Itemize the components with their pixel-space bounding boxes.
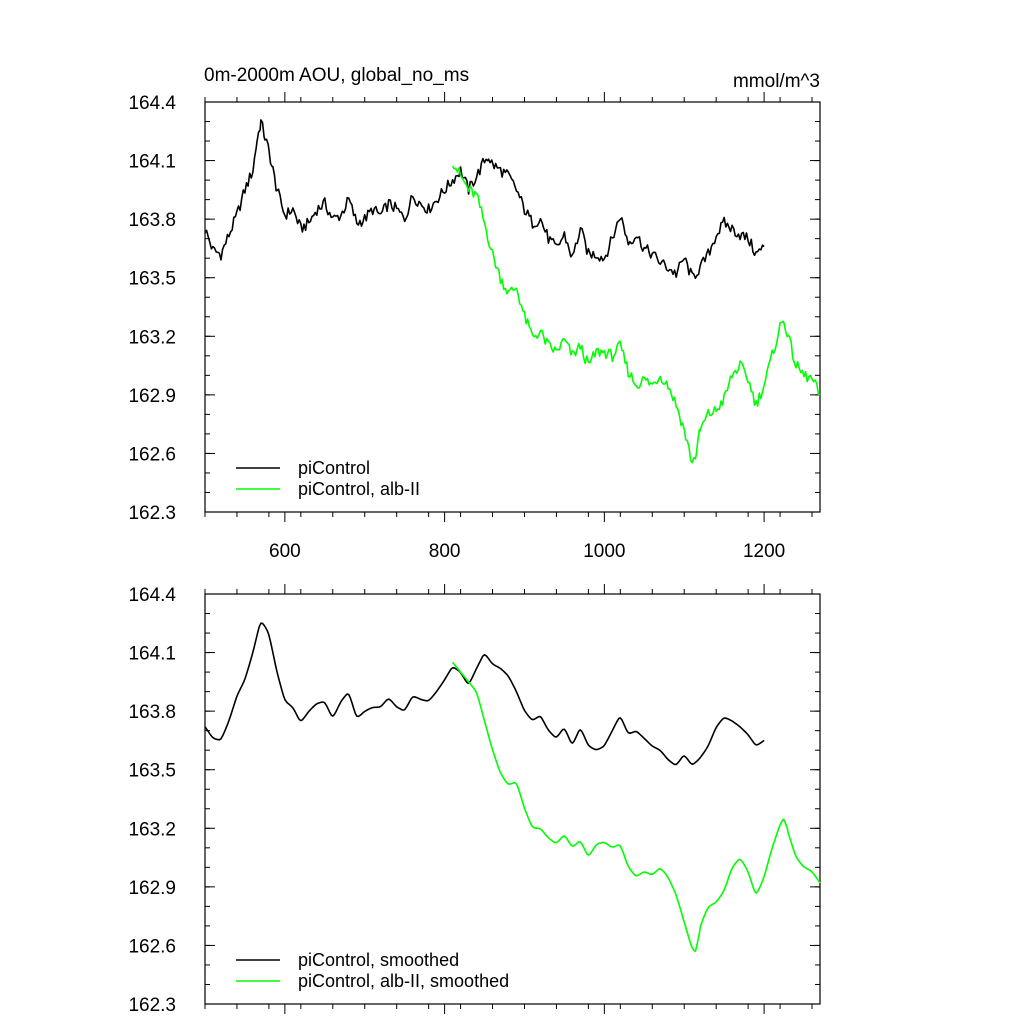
y-tick-label: 163.5 [128,761,176,782]
legend-label: piControl, smoothed [298,950,459,970]
y-tick-label: 162.3 [128,503,176,524]
y-tick-label: 163.2 [128,819,176,840]
plot-frame [204,593,821,1005]
series-line [451,165,821,464]
series-line [451,661,821,953]
series-line [204,119,765,280]
x-tick-label: 600 [269,541,301,562]
tick-labels: 162.3 162.6 162.9 163.2 163.5 163.8 164.1 164.4 [128,585,176,1016]
y-tick-label: 162.6 [128,444,176,465]
plot-frame [204,101,821,513]
series-lines [204,119,821,464]
chart-title: 0m-2000m AOU, global_no_ms [204,65,469,86]
legend-label: piControl [298,458,370,478]
y-tick-label: 164.4 [128,585,176,606]
legend-label: piControl, alb-II [298,479,420,499]
x-tick-label: 1000 [583,541,625,562]
series-lines [204,622,821,953]
y-tick-label: 163.2 [128,327,176,348]
y-tick-label: 163.8 [128,702,176,723]
axis-ticks [204,584,820,1014]
bottom-panel: 162.3 162.6 162.9 163.2 163.5 163.8 164.1 164.4… [128,584,821,1016]
series-line [204,622,765,766]
y-tick-label: 164.4 [128,93,176,114]
y-tick-label: 163.8 [128,210,176,231]
y-tick-label: 164.1 [128,152,176,173]
legend-label: piControl, alb-II, smoothed [298,971,509,991]
chart-units-label: mmol/m^3 [733,71,820,92]
y-tick-label: 162.9 [128,386,176,407]
y-tick-label: 164.1 [128,644,176,665]
y-tick-label: 163.5 [128,269,176,290]
tick-labels: 162.3 162.6 162.9 163.2 163.5 163.8 164.1 164.4… [128,93,785,562]
y-tick-label: 162.9 [128,878,176,899]
x-tick-label: 1200 [743,541,785,562]
x-tick-label: 800 [429,541,461,562]
y-tick-label: 162.3 [128,995,176,1016]
y-tick-label: 162.6 [128,936,176,957]
top-panel: 0m-2000m AOU, global_no_ms mmol/m^3 162.… [128,65,821,562]
